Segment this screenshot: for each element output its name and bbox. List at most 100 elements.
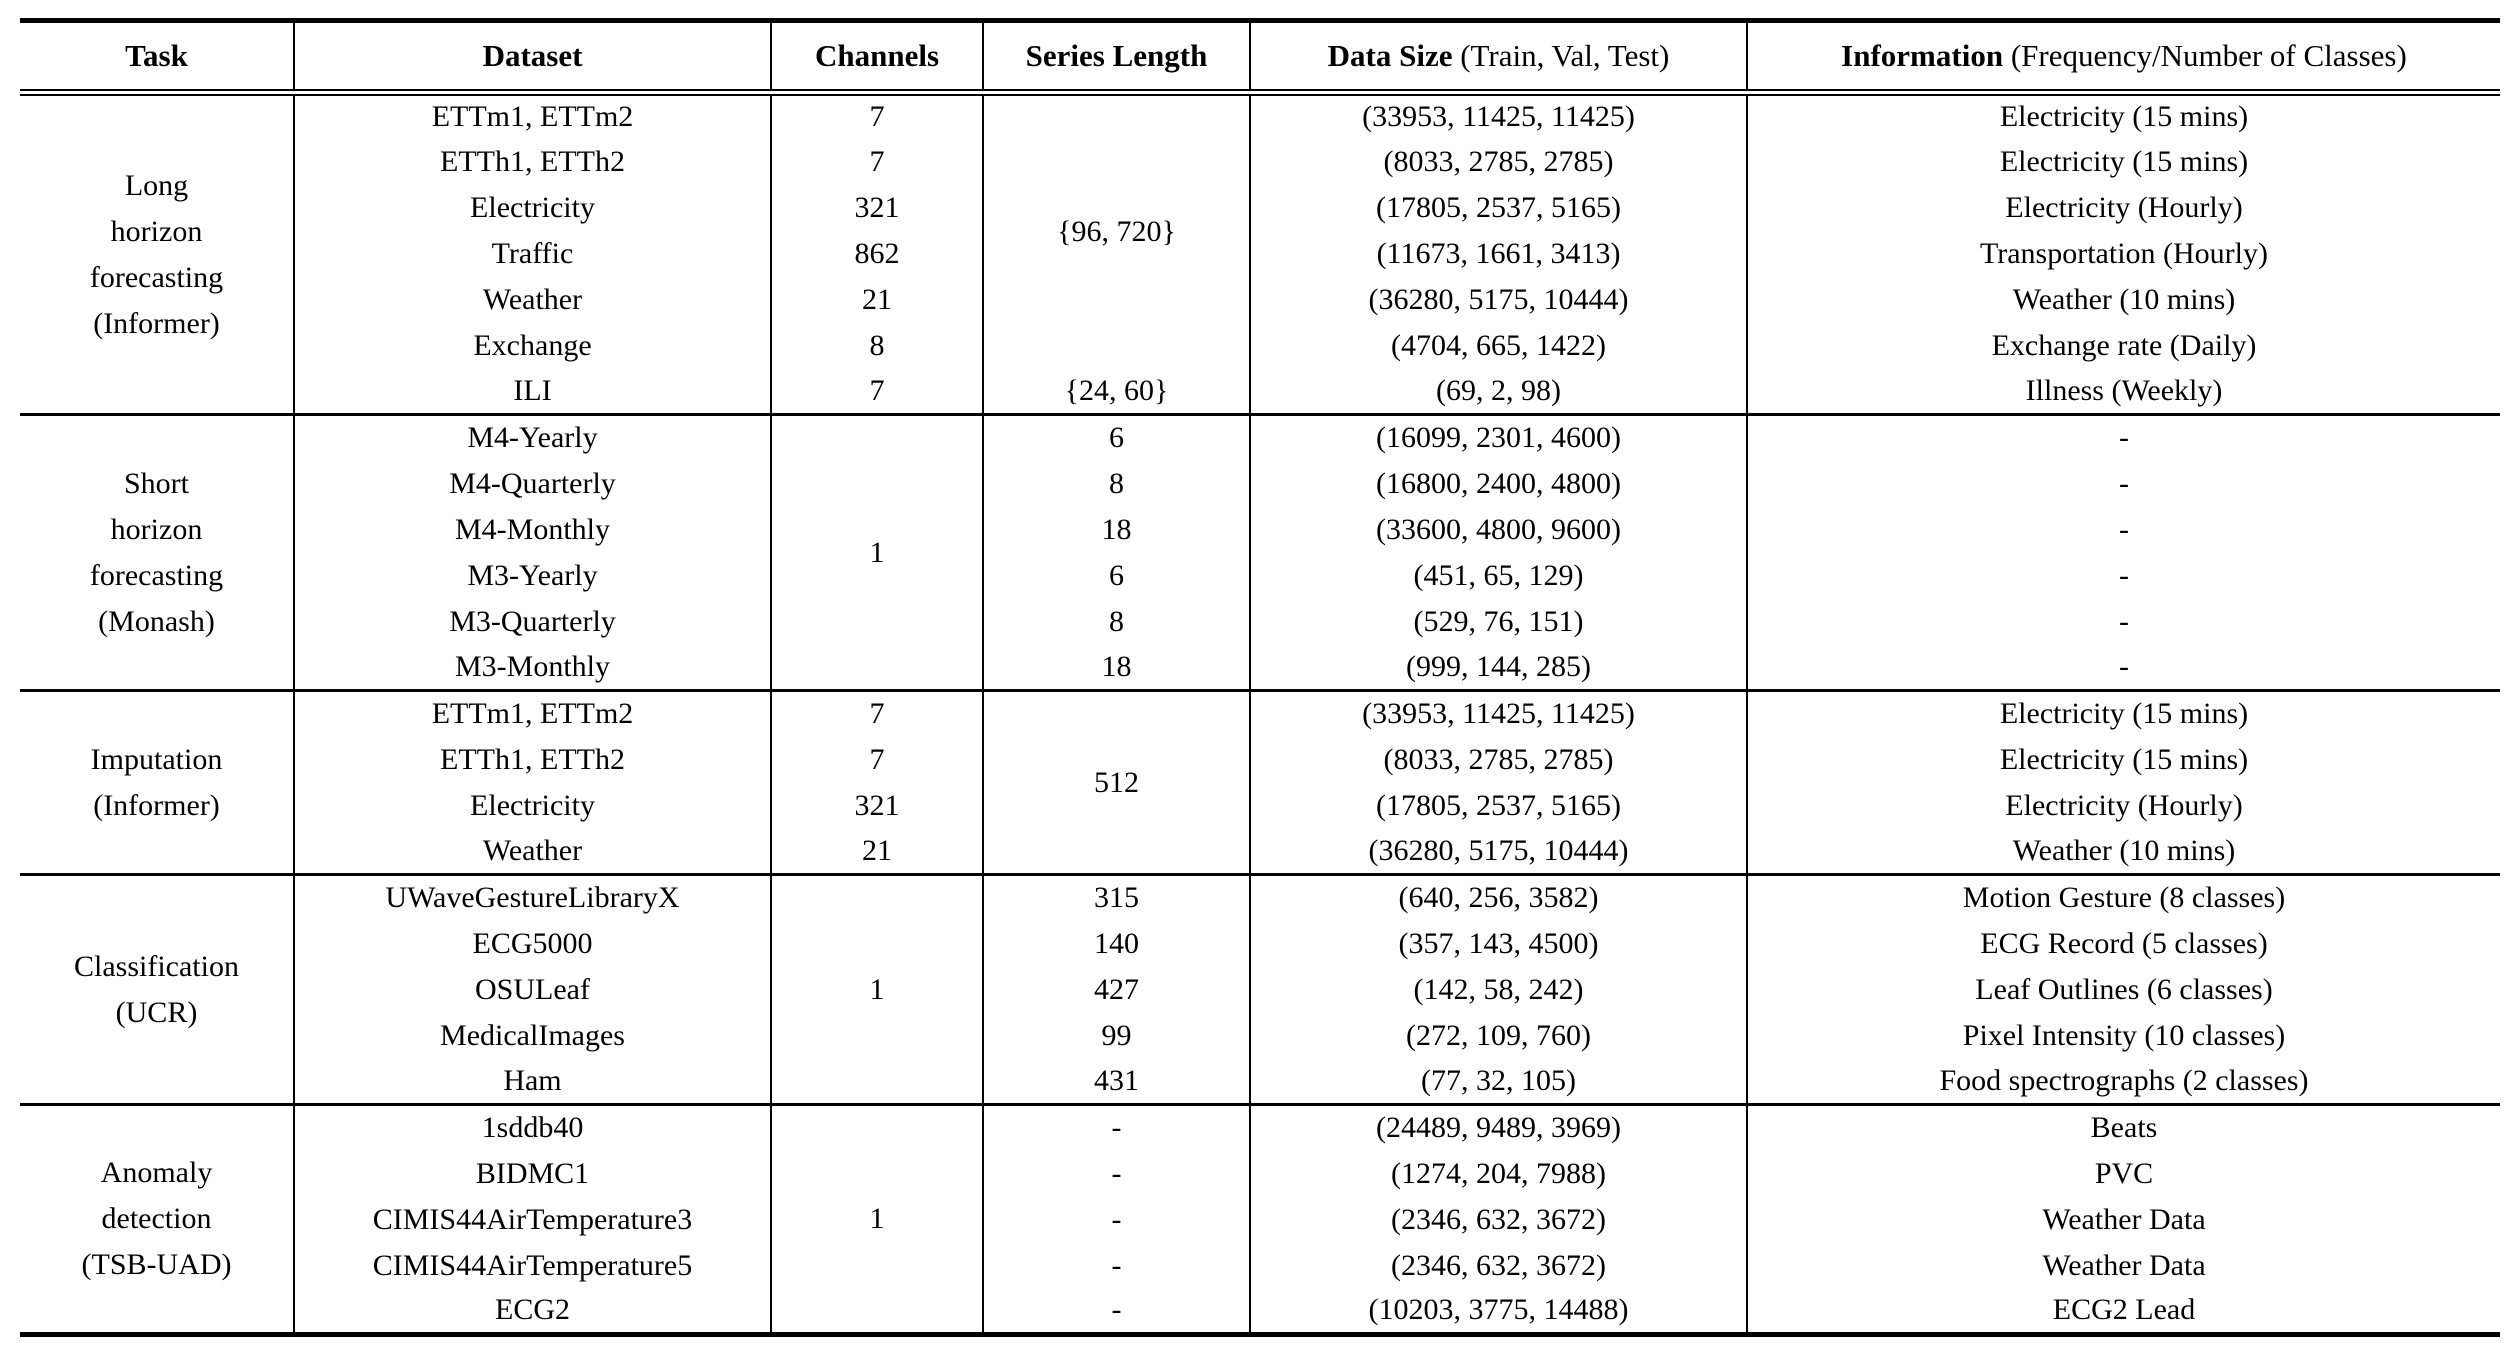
channels-cell: 8	[770, 322, 983, 369]
table-row: M4-Quarterly 8 (16800, 2400, 4800) -	[20, 460, 2500, 507]
data-size-cell: (33953, 11425, 11425)	[1249, 689, 1747, 737]
dataset-cell: 1sddb40	[293, 1103, 771, 1151]
info-cell: Weather (10 mins)	[1746, 276, 2500, 323]
header-info-normal: (Frequency/Number of Classes)	[2003, 38, 2407, 73]
series-length-cell: {96, 720}	[982, 92, 1250, 369]
table-row: Short horizon forecasting (Monash) M4-Ye…	[20, 413, 2500, 691]
header-series-bold: Series Length	[1025, 38, 1208, 73]
table-row: M4-Monthly 18 (33600, 4800, 9600) -	[20, 506, 2500, 553]
table-row: Classification (UCR) UWaveGestureLibrary…	[20, 873, 2500, 1105]
info-cell: Electricity (15 mins)	[1746, 92, 2500, 139]
dataset-cell: Traffic	[293, 230, 771, 277]
dataset-cell: ETTm1, ETTm2	[293, 689, 771, 737]
channels-cell: 1	[770, 413, 983, 691]
dataset-cell: ETTh1, ETTh2	[293, 138, 771, 185]
series-length-cell: 8	[982, 460, 1250, 507]
table-row: ECG2 - (10203, 3775, 14488) ECG2 Lead	[20, 1288, 2500, 1335]
dataset-cell: ETTh1, ETTh2	[293, 736, 771, 783]
column-header-series-length: Series Length	[982, 20, 1250, 96]
info-cell: Electricity (15 mins)	[1746, 138, 2500, 185]
table-row: Exchange 8 (4704, 665, 1422) Exchange ra…	[20, 322, 2500, 369]
data-size-cell: (10203, 3775, 14488)	[1249, 1288, 1747, 1335]
table-row: ECG5000 140 (357, 143, 4500) ECG Record …	[20, 920, 2500, 967]
dataset-cell: OSULeaf	[293, 966, 771, 1013]
data-size-cell: (16099, 2301, 4600)	[1249, 413, 1747, 461]
dataset-cell: M4-Yearly	[293, 413, 771, 461]
task-cell: Anomaly detection (TSB-UAD)	[20, 1103, 294, 1335]
task-cell: Classification (UCR)	[20, 873, 294, 1105]
info-cell: -	[1746, 598, 2500, 645]
header-channels-bold: Channels	[814, 38, 940, 73]
info-cell: -	[1746, 644, 2500, 691]
dataset-cell: M3-Monthly	[293, 644, 771, 691]
task-cell: Imputation (Informer)	[20, 689, 294, 875]
dataset-cell: M4-Quarterly	[293, 460, 771, 507]
dataset-cell: Electricity	[293, 782, 771, 829]
info-cell: Transportation (Hourly)	[1746, 230, 2500, 277]
table-row: Traffic 862 (11673, 1661, 3413) Transpor…	[20, 230, 2500, 277]
channels-cell: 1	[770, 1103, 983, 1335]
data-size-cell: (2346, 632, 3672)	[1249, 1196, 1747, 1243]
series-length-cell: {24, 60}	[982, 368, 1250, 415]
table-row: MedicalImages 99 (272, 109, 760) Pixel I…	[20, 1012, 2500, 1059]
data-size-cell: (529, 76, 151)	[1249, 598, 1747, 645]
header-task-bold: Task	[125, 38, 188, 73]
table-row: ILI 7 {24, 60} (69, 2, 98) Illness (Week…	[20, 368, 2500, 415]
table-row: Ham 431 (77, 32, 105) Food spectrographs…	[20, 1058, 2500, 1105]
data-size-cell: (11673, 1661, 3413)	[1249, 230, 1747, 277]
table-row: M3-Yearly 6 (451, 65, 129) -	[20, 552, 2500, 599]
series-length-cell: 99	[982, 1012, 1250, 1059]
info-cell: ECG Record (5 classes)	[1746, 920, 2500, 967]
header-size-normal: (Train, Val, Test)	[1452, 38, 1670, 73]
dataset-cell: M4-Monthly	[293, 506, 771, 553]
series-length-cell: -	[982, 1150, 1250, 1197]
info-cell: -	[1746, 460, 2500, 507]
info-cell: -	[1746, 552, 2500, 599]
data-size-cell: (69, 2, 98)	[1249, 368, 1747, 415]
dataset-cell: Ham	[293, 1058, 771, 1105]
info-cell: -	[1746, 413, 2500, 461]
info-cell: Pixel Intensity (10 classes)	[1746, 1012, 2500, 1059]
dataset-cell: M3-Yearly	[293, 552, 771, 599]
channels-cell: 7	[770, 689, 983, 737]
channels-cell: 21	[770, 276, 983, 323]
header-row: Task Dataset Channels Series Length Data…	[20, 20, 2500, 96]
series-length-cell: 140	[982, 920, 1250, 967]
column-header-data-size: Data Size (Train, Val, Test)	[1249, 20, 1747, 96]
channels-cell: 321	[770, 184, 983, 231]
series-length-cell: 18	[982, 506, 1250, 553]
dataset-cell: ECG2	[293, 1288, 771, 1335]
dataset-cell: CIMIS44AirTemperature5	[293, 1242, 771, 1289]
header-size-bold: Data Size	[1327, 38, 1453, 73]
column-header-information: Information (Frequency/Number of Classes…	[1746, 20, 2500, 96]
data-size-cell: (640, 256, 3582)	[1249, 873, 1747, 921]
data-size-cell: (142, 58, 242)	[1249, 966, 1747, 1013]
task-cell: Long horizon forecasting (Informer)	[89, 168, 224, 340]
data-size-cell: (4704, 665, 1422)	[1249, 322, 1747, 369]
series-length-cell: 6	[982, 413, 1250, 461]
dataset-cell: BIDMC1	[293, 1150, 771, 1197]
table-row: Long horizon forecasting (Informer) ETTm…	[20, 92, 2500, 369]
data-size-cell: (451, 65, 129)	[1249, 552, 1747, 599]
dataset-cell: ETTm1, ETTm2	[293, 92, 771, 139]
table-row: M3-Monthly 18 (999, 144, 285) -	[20, 644, 2500, 691]
task-cell: Short horizon forecasting (Monash)	[20, 413, 294, 691]
table-row: Weather 21 (36280, 5175, 10444) Weather …	[20, 828, 2500, 875]
info-cell: PVC	[1746, 1150, 2500, 1197]
data-size-cell: (24489, 9489, 3969)	[1249, 1103, 1747, 1151]
data-size-cell: (33600, 4800, 9600)	[1249, 506, 1747, 553]
series-length-cell: 18	[982, 644, 1250, 691]
dataset-cell: Weather	[293, 828, 771, 875]
info-cell: Electricity (Hourly)	[1746, 184, 2500, 231]
data-size-cell: (357, 143, 4500)	[1249, 920, 1747, 967]
data-size-cell: (77, 32, 105)	[1249, 1058, 1747, 1105]
data-size-cell: (272, 109, 760)	[1249, 1012, 1747, 1059]
info-cell: Illness (Weekly)	[1746, 368, 2500, 415]
series-length-cell: 6	[982, 552, 1250, 599]
channels-cell: 321	[770, 782, 983, 829]
series-length-cell: 427	[982, 966, 1250, 1013]
info-cell: Beats	[1746, 1103, 2500, 1151]
header-dataset-bold: Dataset	[482, 38, 583, 73]
dataset-cell: M3-Quarterly	[293, 598, 771, 645]
channels-cell: 7	[770, 138, 983, 185]
